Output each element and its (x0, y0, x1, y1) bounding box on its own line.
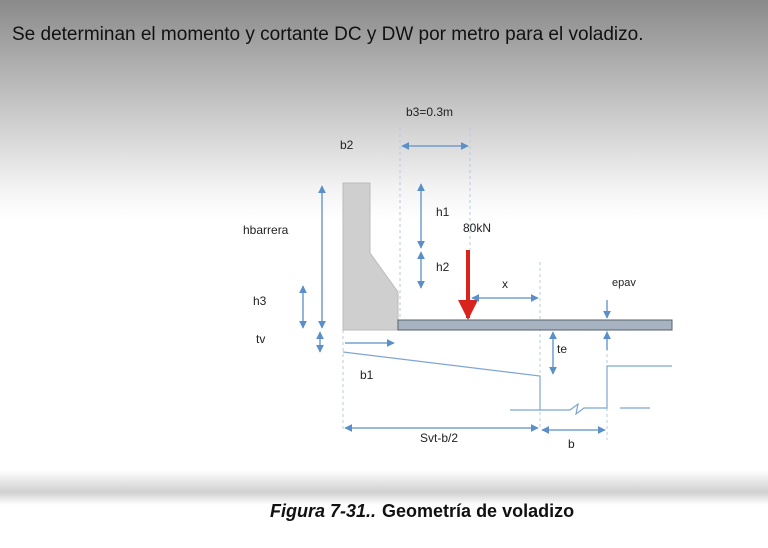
barrier (342, 182, 399, 331)
label: epav (612, 277, 636, 289)
deck-lines (342, 351, 672, 416)
label: b3=0.3m (406, 105, 453, 119)
caption-figure: Figura 7-31.. (270, 501, 376, 521)
slab (397, 319, 673, 331)
label: h2 (436, 260, 450, 274)
caption-title: Geometría de voladizo (382, 501, 574, 521)
label: h1 (436, 205, 450, 219)
header-text: Se determinan el momento y cortante DC y… (12, 24, 644, 45)
label: b (568, 437, 575, 451)
label: h3 (253, 294, 267, 308)
caption: Figura 7-31.. Geometría de voladizo (270, 501, 574, 521)
label: x (502, 277, 508, 291)
label: hbarrera (243, 223, 289, 237)
label: b2 (340, 138, 354, 152)
dimension-lines (299, 142, 611, 434)
label: 80kN (463, 221, 491, 235)
label: tv (256, 332, 265, 346)
label: Svt-b/2 (420, 431, 458, 445)
label: te (557, 342, 567, 356)
label: b1 (360, 368, 374, 382)
